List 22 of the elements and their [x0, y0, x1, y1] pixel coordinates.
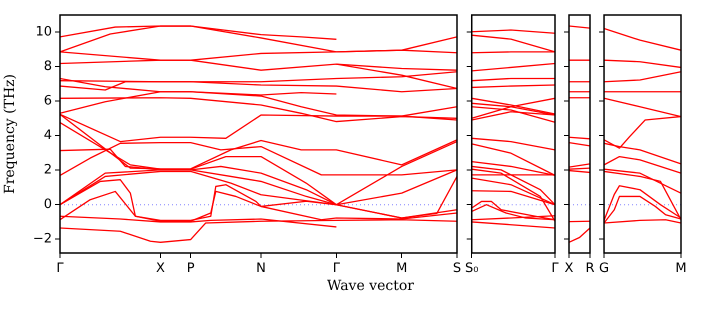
y-tick-label: 0: [44, 197, 52, 212]
y-tick-label: 6: [44, 94, 52, 109]
y-tick-label: 2: [44, 162, 52, 178]
x-tick-label: G: [599, 261, 610, 276]
x-tick-label: N: [256, 261, 266, 276]
x-tick-label: Γ: [332, 261, 341, 276]
x-tick-label: Γ: [56, 261, 64, 276]
y-tick-label: 4: [44, 128, 52, 144]
y-tick-label: −2: [32, 232, 52, 247]
x-tick-label: M: [396, 261, 408, 276]
y-tick-label: 8: [44, 59, 52, 74]
x-axis-title: Wave vector: [326, 278, 415, 294]
x-tick-label: R: [585, 261, 595, 276]
x-tick-label: X: [564, 261, 574, 276]
x-tick-label: X: [156, 261, 166, 276]
x-tick-label: S₀: [464, 261, 478, 276]
x-tick-label: Γ: [551, 261, 560, 276]
x-tick-label: S: [452, 261, 462, 276]
x-tick-label: P: [186, 261, 195, 276]
x-tick-label: M: [675, 261, 687, 276]
y-tick-label: 10: [35, 24, 52, 40]
y-axis-title: Frequency (THz): [2, 74, 18, 194]
